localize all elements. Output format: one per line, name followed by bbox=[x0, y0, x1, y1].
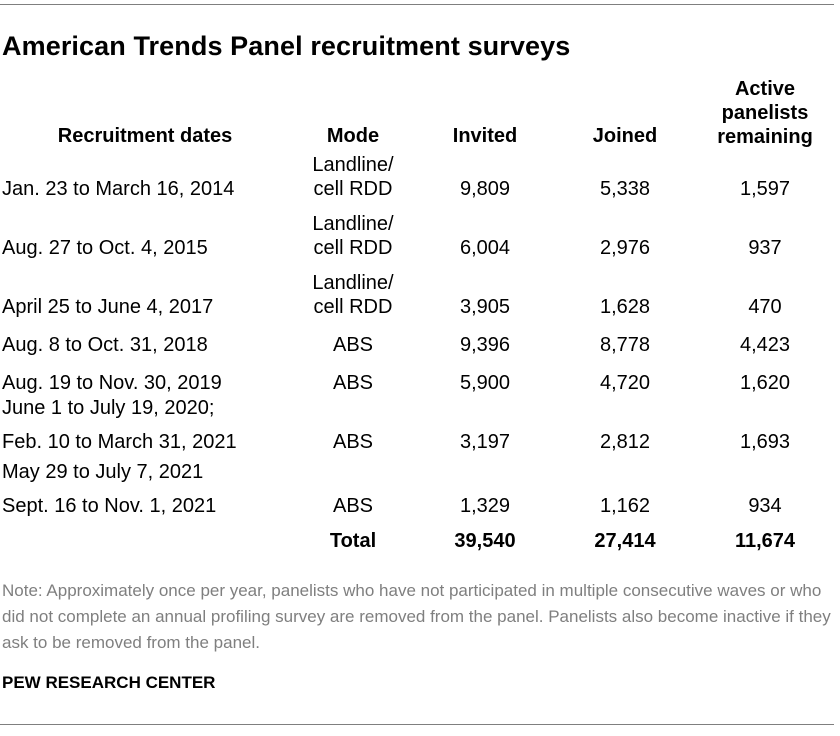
footnote: Note: Approximately once per year, panel… bbox=[2, 581, 831, 652]
row-2-mode: Landline/ bbox=[312, 213, 394, 235]
row-5-mode: ABS bbox=[332, 372, 374, 394]
header-invited: Invited bbox=[452, 125, 518, 147]
row-3-active: 470 bbox=[748, 296, 782, 318]
row-4-date: Aug. 8 to Oct. 31, 2018 bbox=[2, 334, 208, 356]
total-label: Total bbox=[329, 530, 377, 552]
row-4-invited: 9,396 bbox=[459, 334, 511, 356]
row-4-mode: ABS bbox=[332, 334, 374, 356]
row-2-date: Aug. 27 to Oct. 4, 2015 bbox=[2, 237, 208, 259]
total-joined: 27,414 bbox=[594, 530, 656, 552]
header-mode: Mode bbox=[326, 125, 380, 147]
row-6-date: June 1 to July 19, 2020; bbox=[2, 397, 215, 419]
row-6-active: 1,693 bbox=[739, 431, 791, 453]
row-6-mode: ABS bbox=[332, 431, 374, 453]
source-credit: PEW RESEARCH CENTER bbox=[2, 673, 216, 692]
row-2-active: 937 bbox=[748, 237, 782, 259]
row-6-date: Feb. 10 to March 31, 2021 bbox=[2, 431, 237, 453]
row-3-mode: Landline/ bbox=[312, 272, 394, 294]
row-6-invited: 3,197 bbox=[459, 431, 511, 453]
row-1-date: Jan. 23 to March 16, 2014 bbox=[2, 178, 235, 200]
row-2-mode: cell RDD bbox=[313, 237, 393, 259]
row-3-joined: 1,628 bbox=[599, 296, 651, 318]
row-7-active: 934 bbox=[748, 495, 782, 517]
row-7-date: May 29 to July 7, 2021 bbox=[2, 461, 204, 483]
row-7-invited: 1,329 bbox=[459, 495, 511, 517]
row-3-invited: 3,905 bbox=[459, 296, 511, 318]
row-2-joined: 2,976 bbox=[599, 237, 651, 259]
header-active-panelists: Active panelists remaining bbox=[717, 78, 813, 148]
row-7-date: Sept. 16 to Nov. 1, 2021 bbox=[2, 495, 217, 517]
total-invited: 39,540 bbox=[454, 530, 516, 552]
row-2-invited: 6,004 bbox=[459, 237, 511, 259]
chart-title: American Trends Panel recruitment survey… bbox=[2, 31, 571, 61]
row-7-mode: ABS bbox=[332, 495, 374, 517]
row-7-joined: 1,162 bbox=[599, 495, 651, 517]
row-1-invited: 9,809 bbox=[459, 178, 511, 200]
row-5-invited: 5,900 bbox=[459, 372, 511, 394]
row-1-active: 1,597 bbox=[739, 178, 791, 200]
row-3-date: April 25 to June 4, 2017 bbox=[2, 296, 214, 318]
header-joined: Joined bbox=[592, 125, 658, 147]
bottom-rule bbox=[0, 724, 834, 725]
row-1-joined: 5,338 bbox=[599, 178, 651, 200]
row-3-mode: cell RDD bbox=[313, 296, 393, 318]
row-1-mode: Landline/ bbox=[312, 154, 394, 176]
row-5-active: 1,620 bbox=[739, 372, 791, 394]
row-5-date: Aug. 19 to Nov. 30, 2019 bbox=[2, 372, 222, 394]
top-rule bbox=[0, 4, 834, 5]
row-5-joined: 4,720 bbox=[599, 372, 651, 394]
total-active: 11,674 bbox=[734, 530, 796, 552]
row-6-joined: 2,812 bbox=[599, 431, 651, 453]
row-1-mode: cell RDD bbox=[313, 178, 393, 200]
row-4-joined: 8,778 bbox=[599, 334, 651, 356]
row-4-active: 4,423 bbox=[739, 334, 791, 356]
header-recruitment-dates: Recruitment dates bbox=[57, 125, 233, 147]
